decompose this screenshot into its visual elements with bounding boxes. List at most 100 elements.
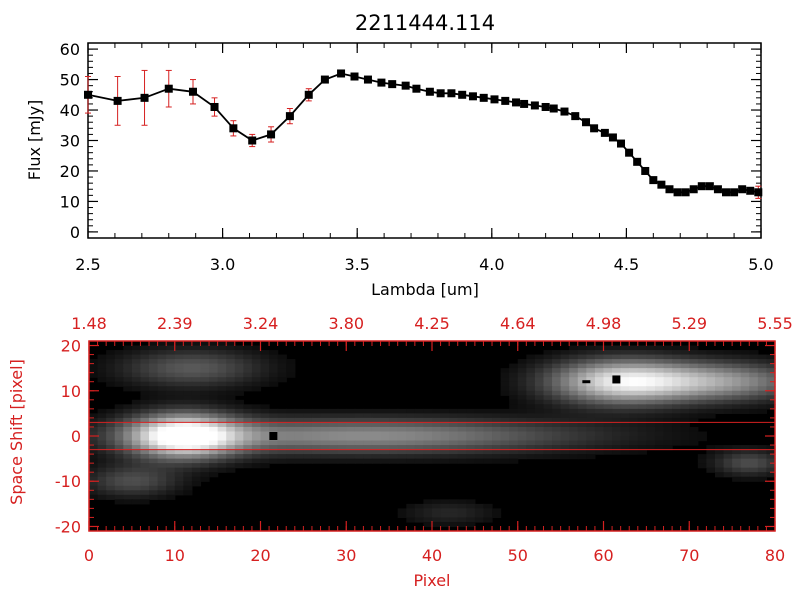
image-pixel (183, 431, 193, 437)
image-pixel (209, 390, 219, 396)
spectrum-point (520, 99, 529, 108)
image-pixel (191, 354, 202, 360)
image-pixel (354, 431, 364, 437)
image-pixel (586, 440, 596, 446)
spectrum-xtick-label: 4.5 (614, 255, 639, 274)
image-pixel (457, 517, 467, 523)
image-pixel (654, 408, 665, 414)
image-pixel (311, 440, 322, 446)
spectrum-point (697, 182, 706, 191)
image-pixel (612, 408, 622, 414)
image-pixel (723, 359, 733, 365)
image-pixel (140, 440, 150, 446)
image-pixel (131, 472, 142, 478)
image-pixel (474, 426, 485, 433)
image-pixel (766, 445, 776, 451)
image-pixel (732, 395, 742, 401)
image-pixel (603, 417, 613, 424)
image-ytick-label: -20 (55, 517, 81, 536)
image-pixel (251, 381, 262, 387)
image-pixel (603, 386, 613, 392)
image-pixel (440, 521, 450, 528)
image-pixel (174, 440, 184, 446)
image-pixel (389, 436, 399, 442)
image-pixel (414, 422, 425, 428)
image-pixel (732, 472, 742, 478)
image-pixel (440, 422, 450, 428)
image-pixel (140, 417, 150, 424)
image-pixel (363, 458, 373, 464)
image-pixel (543, 445, 553, 451)
image-pixel (714, 359, 725, 365)
image-pixel (466, 499, 476, 505)
image-pixel (740, 476, 750, 482)
image-pixel (672, 377, 682, 383)
image-pixel (157, 404, 167, 410)
spectrum-point (84, 90, 92, 99)
image-pixel (534, 422, 545, 428)
image-pixel (654, 377, 665, 383)
image-pixel (209, 399, 219, 405)
image-pixel (114, 363, 124, 369)
image-pixel (389, 440, 399, 446)
image-pixel (354, 440, 364, 446)
image-pixel (354, 417, 364, 424)
image-pixel (131, 350, 142, 356)
image-pixel (191, 377, 202, 383)
image-pixel (200, 413, 210, 419)
image-pixel (114, 445, 124, 451)
image-pixel (354, 436, 364, 442)
image-pixel (183, 485, 193, 491)
image-pixel (663, 359, 673, 365)
image-pixel (209, 354, 219, 360)
image-pixel (191, 386, 202, 392)
spectrum-point (541, 102, 550, 111)
image-pixel (740, 377, 750, 383)
image-pixel (183, 395, 193, 401)
image-pixel (243, 440, 253, 446)
image-pixel (397, 512, 407, 519)
image-pixel (749, 467, 759, 473)
image-pixel (706, 463, 716, 469)
image-xtick-label: 10 (165, 546, 185, 565)
image-pixel (560, 363, 570, 369)
image-pixel (526, 417, 536, 424)
image-pixel (714, 395, 725, 401)
spectrum-point (458, 90, 467, 99)
spectrum-frame (87, 42, 762, 239)
image-pixel (226, 436, 236, 442)
image-pixel (749, 463, 759, 469)
image-pixel (629, 449, 639, 455)
image-pixel (414, 408, 425, 414)
image-pixel (140, 381, 150, 387)
image-pixel (106, 381, 116, 387)
image-pixel (714, 445, 725, 451)
image-pixel (346, 454, 356, 460)
image-pixel (663, 363, 673, 369)
image-pixel (191, 476, 202, 482)
image-pixel (106, 354, 116, 360)
image-pixel (149, 440, 159, 446)
image-pixel (620, 422, 630, 428)
image-pixel (251, 458, 262, 464)
image-pixel (303, 449, 313, 455)
image-pixel (749, 377, 759, 383)
image-xtick-label: 70 (679, 546, 699, 565)
image-pixel (654, 372, 665, 378)
image-pixel (740, 449, 750, 455)
image-pixel (509, 417, 519, 424)
image-pixel (603, 377, 613, 383)
image-top-tick-label: 5.29 (671, 314, 707, 333)
image-pixel (586, 449, 596, 455)
image-pixel (603, 431, 613, 437)
image-pixel (234, 363, 244, 369)
image-pixel (303, 422, 313, 428)
image-pixel (423, 512, 433, 519)
image-pixel (654, 413, 665, 419)
image-pixel (474, 422, 485, 428)
image-pixel (346, 445, 356, 451)
spectrum-ytick-label: 50 (60, 71, 80, 90)
image-pixel (697, 458, 707, 464)
image-pixel (106, 467, 116, 473)
image-pixel (174, 422, 184, 428)
